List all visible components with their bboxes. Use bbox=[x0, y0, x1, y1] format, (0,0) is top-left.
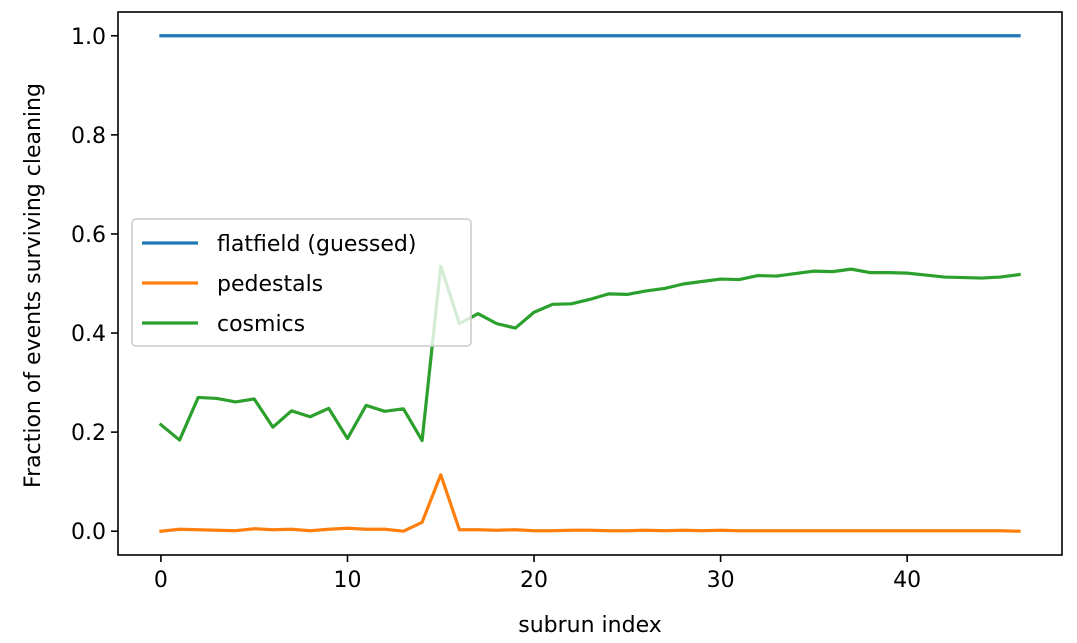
legend: flatfield (guessed) pedestals cosmics bbox=[132, 219, 471, 346]
legend-label: cosmics bbox=[217, 312, 305, 337]
x-tick-label: 20 bbox=[520, 568, 548, 593]
x-tick-label: 10 bbox=[333, 568, 361, 593]
y-tick-label: 0.6 bbox=[71, 223, 106, 248]
legend-label: pedestals bbox=[217, 272, 323, 297]
y-tick-label: 1.0 bbox=[71, 25, 106, 50]
x-axis-label: subrun index bbox=[518, 613, 661, 638]
y-tick-label: 0.2 bbox=[71, 421, 106, 446]
y-tick-label: 0.4 bbox=[71, 322, 106, 347]
y-axis-label: Fraction of events surviving cleaning bbox=[21, 83, 46, 488]
legend-label: flatfield (guessed) bbox=[217, 232, 416, 257]
series-1 bbox=[161, 475, 1019, 532]
x-tick-label: 40 bbox=[893, 568, 921, 593]
y-tick-label: 0.0 bbox=[71, 520, 106, 545]
series-line bbox=[161, 475, 1019, 531]
y-tick-label: 0.8 bbox=[71, 124, 106, 149]
x-tick-label: 0 bbox=[154, 568, 168, 593]
x-tick-label: 30 bbox=[707, 568, 735, 593]
